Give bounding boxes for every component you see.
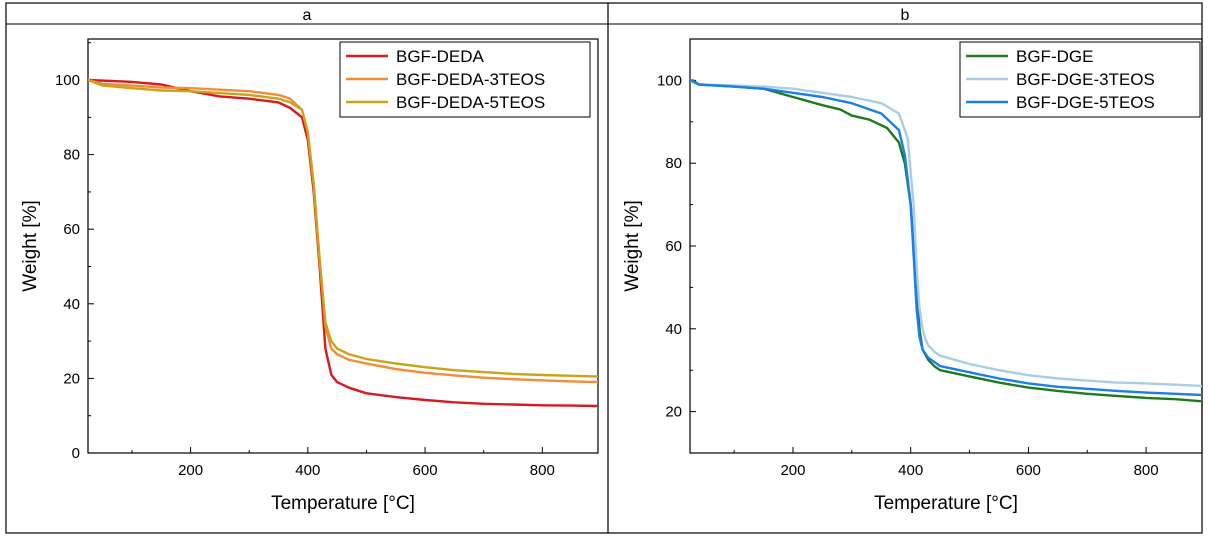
series-line-bgf-deda-5teos xyxy=(88,78,598,378)
x-tick-label: 800 xyxy=(1134,462,1159,479)
legend-entry: BGF-DGE xyxy=(1016,47,1093,66)
x-tick-label: 600 xyxy=(1016,462,1041,479)
legend-entry: BGF-DEDA-3TEOS xyxy=(396,70,545,89)
series-line-bgf-deda xyxy=(88,78,598,408)
series-line-bgf-dge xyxy=(690,79,1202,403)
x-tick-label: 200 xyxy=(178,462,203,479)
panel-title: a xyxy=(303,7,312,24)
y-tick-label: 100 xyxy=(55,72,80,89)
legend: BGF-DGE BGF-DGE-3TEOS BGF-DGE-5TEOS xyxy=(959,41,1201,118)
legend-entry: BGF-DEDA xyxy=(396,47,485,66)
y-tick-label: 60 xyxy=(665,238,682,255)
y-tick-label: 0 xyxy=(72,445,80,462)
x-tick-label: 400 xyxy=(295,462,320,479)
legend-entry: BGF-DGE-5TEOS xyxy=(1016,93,1155,112)
panel-title: b xyxy=(901,7,910,24)
legend: BGF-DEDA BGF-DEDA-3TEOS BGF-DEDA-5TEOS xyxy=(339,41,591,118)
x-tick-label: 600 xyxy=(413,462,438,479)
y-axis-label: Weight [%] xyxy=(20,200,41,292)
series-line-bgf-dge-5teos xyxy=(690,79,1202,397)
x-tick-label: 400 xyxy=(898,462,923,479)
series-line-bgf-deda-3teos xyxy=(88,78,598,384)
y-tick-label: 60 xyxy=(63,221,80,238)
y-tick-label: 20 xyxy=(63,370,80,387)
chart-panel-a: a 200 400 600 800 0 20 40 60 80 100 Temperature [°C… xyxy=(6,7,608,514)
x-tick-label: 200 xyxy=(780,462,805,479)
y-axis-label: Weight [%] xyxy=(622,200,643,292)
y-tick-label: 40 xyxy=(63,296,80,313)
y-tick-label: 40 xyxy=(665,321,682,338)
y-tick-label: 20 xyxy=(665,404,682,421)
legend-entry: BGF-DEDA-5TEOS xyxy=(396,93,545,112)
chart-panel-b: b 200 400 600 800 20 40 60 80 100 Temperature [°C]… xyxy=(608,7,1203,514)
x-tick-label: 800 xyxy=(530,462,555,479)
series-line-bgf-dge-3teos xyxy=(690,79,1202,388)
y-tick-label: 80 xyxy=(665,155,682,172)
legend-entry: BGF-DGE-3TEOS xyxy=(1016,70,1155,89)
y-tick-label: 80 xyxy=(63,147,80,164)
plot-area xyxy=(87,38,599,454)
y-tick-label: 100 xyxy=(657,72,682,89)
x-axis-label: Temperature [°C] xyxy=(271,493,415,514)
x-axis-label: Temperature [°C] xyxy=(874,493,1018,514)
